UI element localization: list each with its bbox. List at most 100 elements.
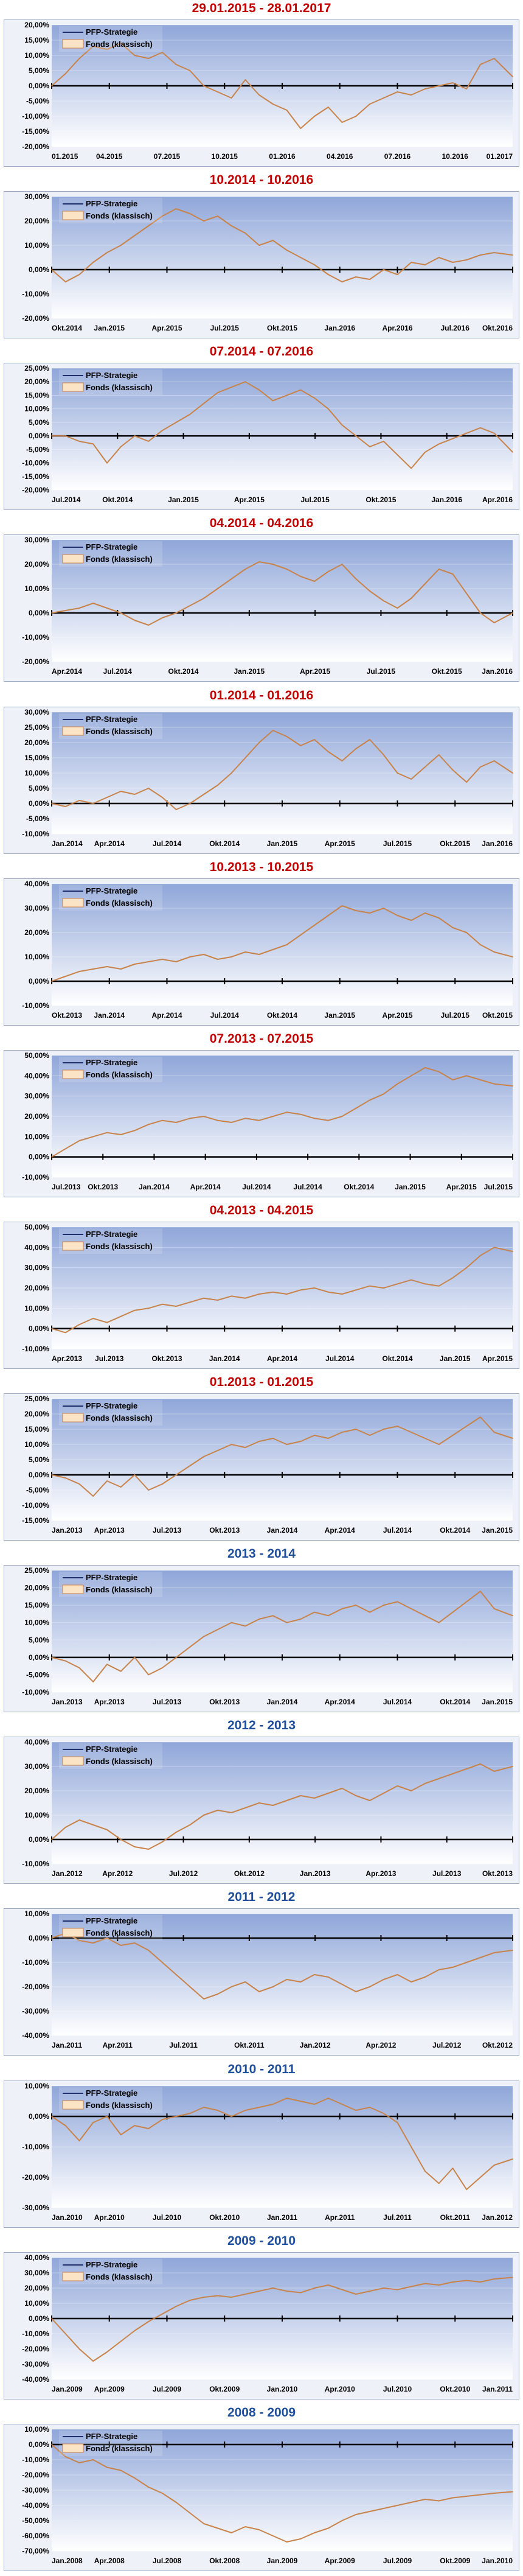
series-point — [341, 1984, 343, 1986]
series-point — [480, 1957, 481, 1959]
x-tick-label: Jul.2014 — [325, 1354, 355, 1363]
series-point — [51, 2317, 52, 2319]
y-tick-label: 40,00% — [24, 1738, 49, 1746]
series-point — [120, 790, 122, 792]
legend-label-strategy: PFP-Strategie — [86, 1058, 137, 1067]
series-point — [383, 1793, 384, 1794]
series-point — [203, 85, 204, 86]
chart-panel: 07.2014 - 07.2016 25,00% 20,00% 15,00% 10,00… — [0, 343, 523, 515]
y-tick-label: 20,00% — [24, 560, 49, 569]
series-point — [341, 424, 343, 426]
series-point — [369, 103, 370, 105]
series-point — [493, 2493, 495, 2494]
series-point — [397, 2505, 398, 2506]
series-point — [217, 1629, 218, 1631]
series-point — [217, 2109, 218, 2111]
series-point — [300, 2100, 302, 2102]
x-tick-label: Okt.2015 — [365, 495, 396, 504]
y-tick-label: -20,00% — [22, 2173, 49, 2182]
series-point — [397, 2121, 398, 2123]
x-tick-label: Apr.2015 — [325, 839, 355, 848]
series-point — [175, 961, 177, 962]
series-point — [64, 610, 66, 612]
line-chart: 25,00% 20,00% 15,00% 10,00% 5,00% 0,00% -5,00%… — [22, 1395, 513, 1535]
y-tick-label: -10,00% — [22, 1860, 49, 1868]
series-line-fonds — [51, 729, 513, 810]
series-point — [383, 1287, 384, 1289]
y-tick-label: 10,00% — [24, 2425, 49, 2434]
chart-title: 10.2014 - 10.2016 — [209, 173, 314, 187]
series-point — [148, 1489, 149, 1491]
series-point — [148, 2320, 149, 2322]
y-tick-label: -20,00% — [22, 486, 49, 494]
legend: PFP-Strategie Fonds (klassisch) — [59, 713, 162, 739]
plot-area — [52, 1914, 513, 2036]
series-point — [410, 778, 412, 780]
series-point — [512, 76, 513, 77]
series-point — [369, 2106, 370, 2108]
series-point — [328, 571, 329, 573]
series-point — [51, 1657, 52, 1658]
series-point — [512, 612, 513, 614]
series-point — [162, 1667, 163, 1668]
series-point — [175, 1832, 177, 1833]
y-tick-label: 10,00% — [24, 1440, 49, 1449]
series-point — [424, 1615, 426, 1617]
legend-swatch-fonds — [62, 1069, 84, 1079]
series-point — [397, 2289, 398, 2291]
series-point — [217, 392, 218, 394]
chart-frame: 25,00% 20,00% 15,00% 10,00% 5,00% 0,00% -5,00%… — [4, 363, 519, 511]
series-point — [162, 796, 163, 798]
series-point — [51, 1839, 52, 1841]
plot-area — [52, 883, 513, 1006]
chart-title: 04.2013 - 04.2015 — [209, 1203, 314, 1217]
y-tick-label: -10,00% — [22, 112, 49, 121]
series-point — [148, 787, 149, 789]
x-tick-label: Jul.2011 — [169, 2041, 198, 2049]
series-point — [244, 569, 246, 570]
series-point — [272, 564, 274, 565]
y-tick-label: 30,00% — [24, 536, 49, 544]
x-tick-label: Jul.2013 — [153, 1526, 182, 1535]
x-tick-label: Jul.2014 — [103, 667, 133, 676]
series-point — [480, 254, 481, 256]
series-point — [300, 257, 302, 258]
series-point — [397, 1974, 398, 1976]
line-chart: 30,00% 25,00% 20,00% 15,00% 10,00% 5,00% 0,00%… — [22, 708, 513, 848]
x-tick-label: Okt.2015 — [432, 667, 462, 676]
series-point — [272, 948, 274, 950]
x-tick-label: Jan.2012 — [300, 2041, 331, 2049]
series-point — [148, 441, 149, 443]
series-point — [300, 576, 302, 578]
chart-frame: 25,00% 20,00% 15,00% 10,00% 5,00% 0,00% -5,00%… — [4, 1565, 519, 1713]
y-tick-label: 30,00% — [24, 1091, 49, 1100]
series-point — [64, 2124, 66, 2126]
series-point — [92, 1496, 94, 1497]
series-line-fonds — [51, 2097, 513, 2190]
x-tick-label: Jan.2014 — [139, 1183, 170, 1191]
series-point — [272, 1438, 274, 1439]
series-point — [244, 2293, 246, 2295]
legend-label-strategy: PFP-Strategie — [86, 199, 137, 208]
x-tick-label: Okt.2014 — [440, 1698, 470, 1706]
x-tick-label: Jul.2014 — [210, 1011, 240, 1020]
series-point — [341, 2520, 343, 2521]
x-tick-label: Jul.2012 — [432, 2041, 462, 2049]
y-tick-label: -30,00% — [22, 2007, 49, 2015]
legend-swatch-fonds — [62, 726, 84, 736]
line-chart: 20,00% 15,00% 10,00% 5,00% 0,00% -5,00% -10,00… — [22, 21, 513, 161]
series-point — [383, 2508, 384, 2509]
y-tick-label: -40,00% — [22, 2375, 49, 2384]
y-tick-label: -30,00% — [22, 2360, 49, 2368]
series-point — [300, 1619, 302, 1620]
x-tick-label: 04.2015 — [96, 152, 123, 161]
chart-panel: 2013 - 2014 25,00% 20,00% 15,00% 10,00% 5,00%… — [0, 1545, 523, 1717]
y-tick-label: 30,00% — [24, 708, 49, 716]
series-point — [438, 917, 440, 919]
y-tick-label: -20,00% — [22, 1983, 49, 1991]
x-tick-label: Apr.2012 — [102, 1869, 133, 1878]
series-point — [480, 612, 481, 614]
x-tick-label: Okt.2013 — [209, 1526, 240, 1535]
y-tick-label: 0,00% — [29, 1835, 49, 1844]
x-tick-label: Okt.2013 — [151, 1354, 182, 1363]
